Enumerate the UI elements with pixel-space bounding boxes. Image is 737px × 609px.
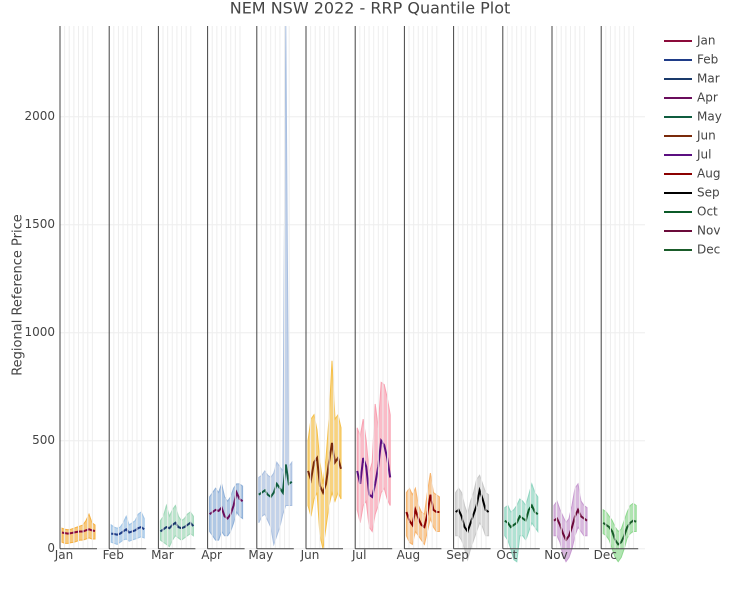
panel-label: Jun: [300, 548, 320, 562]
panel-label: May: [248, 548, 273, 562]
legend-label: Dec: [697, 243, 720, 257]
y-axis-label: Regional Reference Price: [11, 214, 26, 376]
panel-label: Oct: [496, 548, 517, 562]
y-tick-label: 0: [47, 541, 55, 555]
legend-label: Feb: [697, 53, 718, 67]
legend-label: Jul: [696, 148, 711, 162]
panel-label: Feb: [103, 548, 124, 562]
y-tick-label: 2000: [24, 109, 55, 123]
legend-label: Jan: [696, 34, 716, 48]
y-tick-label: 1500: [24, 217, 55, 231]
legend-label: Jun: [696, 129, 716, 143]
legend-label: Sep: [697, 186, 720, 200]
panel-label: Mar: [151, 548, 174, 562]
legend-label: Oct: [697, 205, 718, 219]
panel-label: Sep: [446, 548, 469, 562]
legend-label: Nov: [697, 224, 720, 238]
chart-title: NEM NSW 2022 - RRP Quantile Plot: [230, 0, 511, 18]
panel-label: Jul: [351, 548, 366, 562]
panel-label: Apr: [201, 548, 222, 562]
legend-label: Aug: [697, 167, 720, 181]
y-tick-label: 500: [32, 433, 55, 447]
legend-label: May: [697, 110, 722, 124]
plot-area: [61, 26, 637, 563]
legend-label: Apr: [697, 91, 718, 105]
panel-label: Aug: [397, 548, 420, 562]
panel-label: Jan: [54, 548, 74, 562]
panel-label: Dec: [594, 548, 617, 562]
y-tick-label: 1000: [24, 325, 55, 339]
panel-label: Nov: [544, 548, 567, 562]
legend-label: Mar: [697, 72, 720, 86]
